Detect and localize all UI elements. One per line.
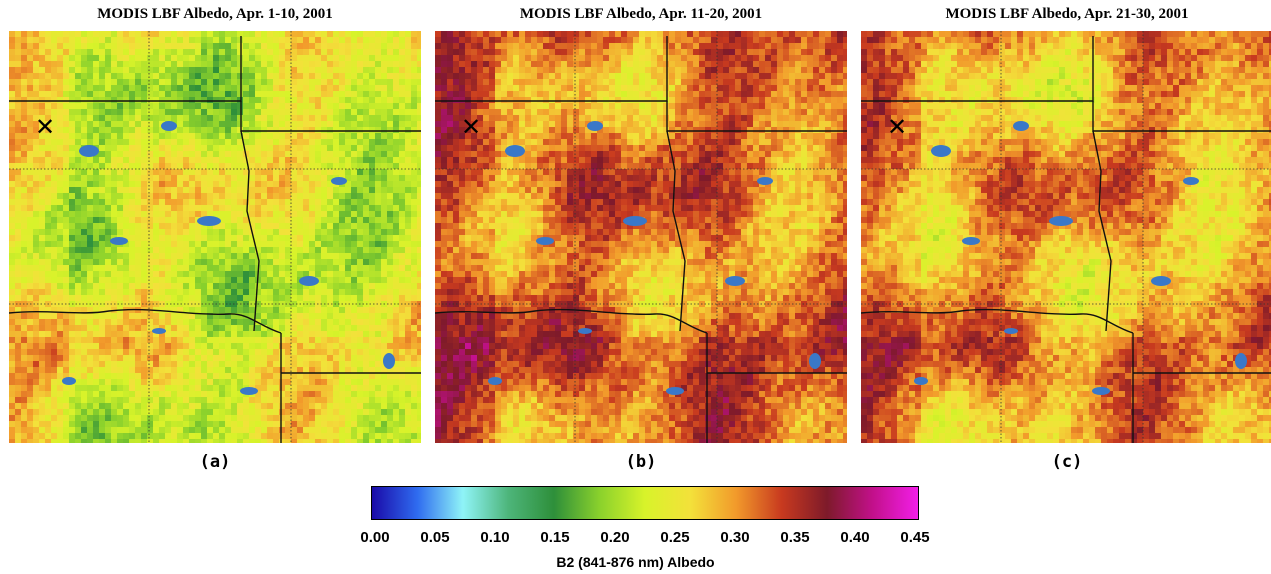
water-body: [331, 177, 347, 185]
state-boundary: [435, 308, 708, 334]
water-body: [666, 387, 684, 395]
water-body: [1049, 216, 1073, 226]
site-marker-icon: ✕: [461, 113, 481, 141]
colorbar: [371, 486, 919, 520]
colorbar-tick-label: 0.05: [420, 529, 450, 546]
water-body: [809, 353, 821, 369]
water-body: [110, 237, 128, 245]
water-body: [240, 387, 258, 395]
panel-label: (c): [1051, 452, 1083, 472]
water-body: [1183, 177, 1199, 185]
water-body: [79, 145, 99, 157]
panel-title: MODIS LBF Albedo, Apr. 1-10, 2001: [97, 6, 333, 22]
water-body: [536, 237, 554, 245]
water-body: [383, 353, 395, 369]
colorbar-tick-label: 0.45: [900, 529, 930, 546]
panel-title: MODIS LBF Albedo, Apr. 11-20, 2001: [519, 6, 763, 22]
water-body: [299, 276, 319, 286]
colorbar-tick-label: 0.10: [480, 529, 510, 546]
state-boundary: [666, 130, 686, 332]
water-body: [962, 237, 980, 245]
colorbar-tick-label: 0.30: [720, 529, 750, 546]
water-body: [505, 145, 525, 157]
colorbar-title: B2 (841-876 nm) Albedo: [556, 554, 715, 570]
water-body: [488, 377, 502, 385]
albedo-map: ✕: [9, 31, 421, 443]
state-boundary: [9, 308, 282, 334]
water-body: [587, 121, 603, 131]
colorbar-tick-label: 0.20: [600, 529, 630, 546]
panel-title: MODIS LBF Albedo, Apr. 21-30, 2001: [945, 6, 1189, 22]
water-body: [623, 216, 647, 226]
water-body: [197, 216, 221, 226]
water-body: [1092, 387, 1110, 395]
albedo-map: ✕: [861, 31, 1271, 443]
water-body: [1235, 353, 1247, 369]
colorbar-tick-label: 0.40: [840, 529, 870, 546]
water-body: [578, 328, 592, 334]
colorbar-tick-label: 0.00: [360, 529, 390, 546]
site-marker-icon: ✕: [887, 113, 907, 141]
site-marker-icon: ✕: [35, 113, 55, 141]
water-body: [152, 328, 166, 334]
panel-label: (b): [625, 452, 657, 472]
state-boundary: [240, 130, 260, 332]
colorbar-gradient: [371, 486, 919, 520]
water-body: [62, 377, 76, 385]
water-body: [931, 145, 951, 157]
water-body: [1013, 121, 1029, 131]
water-body: [1004, 328, 1018, 334]
water-body: [725, 276, 745, 286]
albedo-map: ✕: [435, 31, 847, 443]
water-body: [914, 377, 928, 385]
water-body: [161, 121, 177, 131]
colorbar-tick-label: 0.15: [540, 529, 570, 546]
state-boundary: [1092, 130, 1112, 332]
colorbar-tick-label: 0.25: [660, 529, 690, 546]
colorbar-tick-label: 0.35: [780, 529, 810, 546]
state-boundary: [861, 308, 1134, 334]
water-body: [757, 177, 773, 185]
panel-label: (a): [199, 452, 231, 472]
water-body: [1151, 276, 1171, 286]
